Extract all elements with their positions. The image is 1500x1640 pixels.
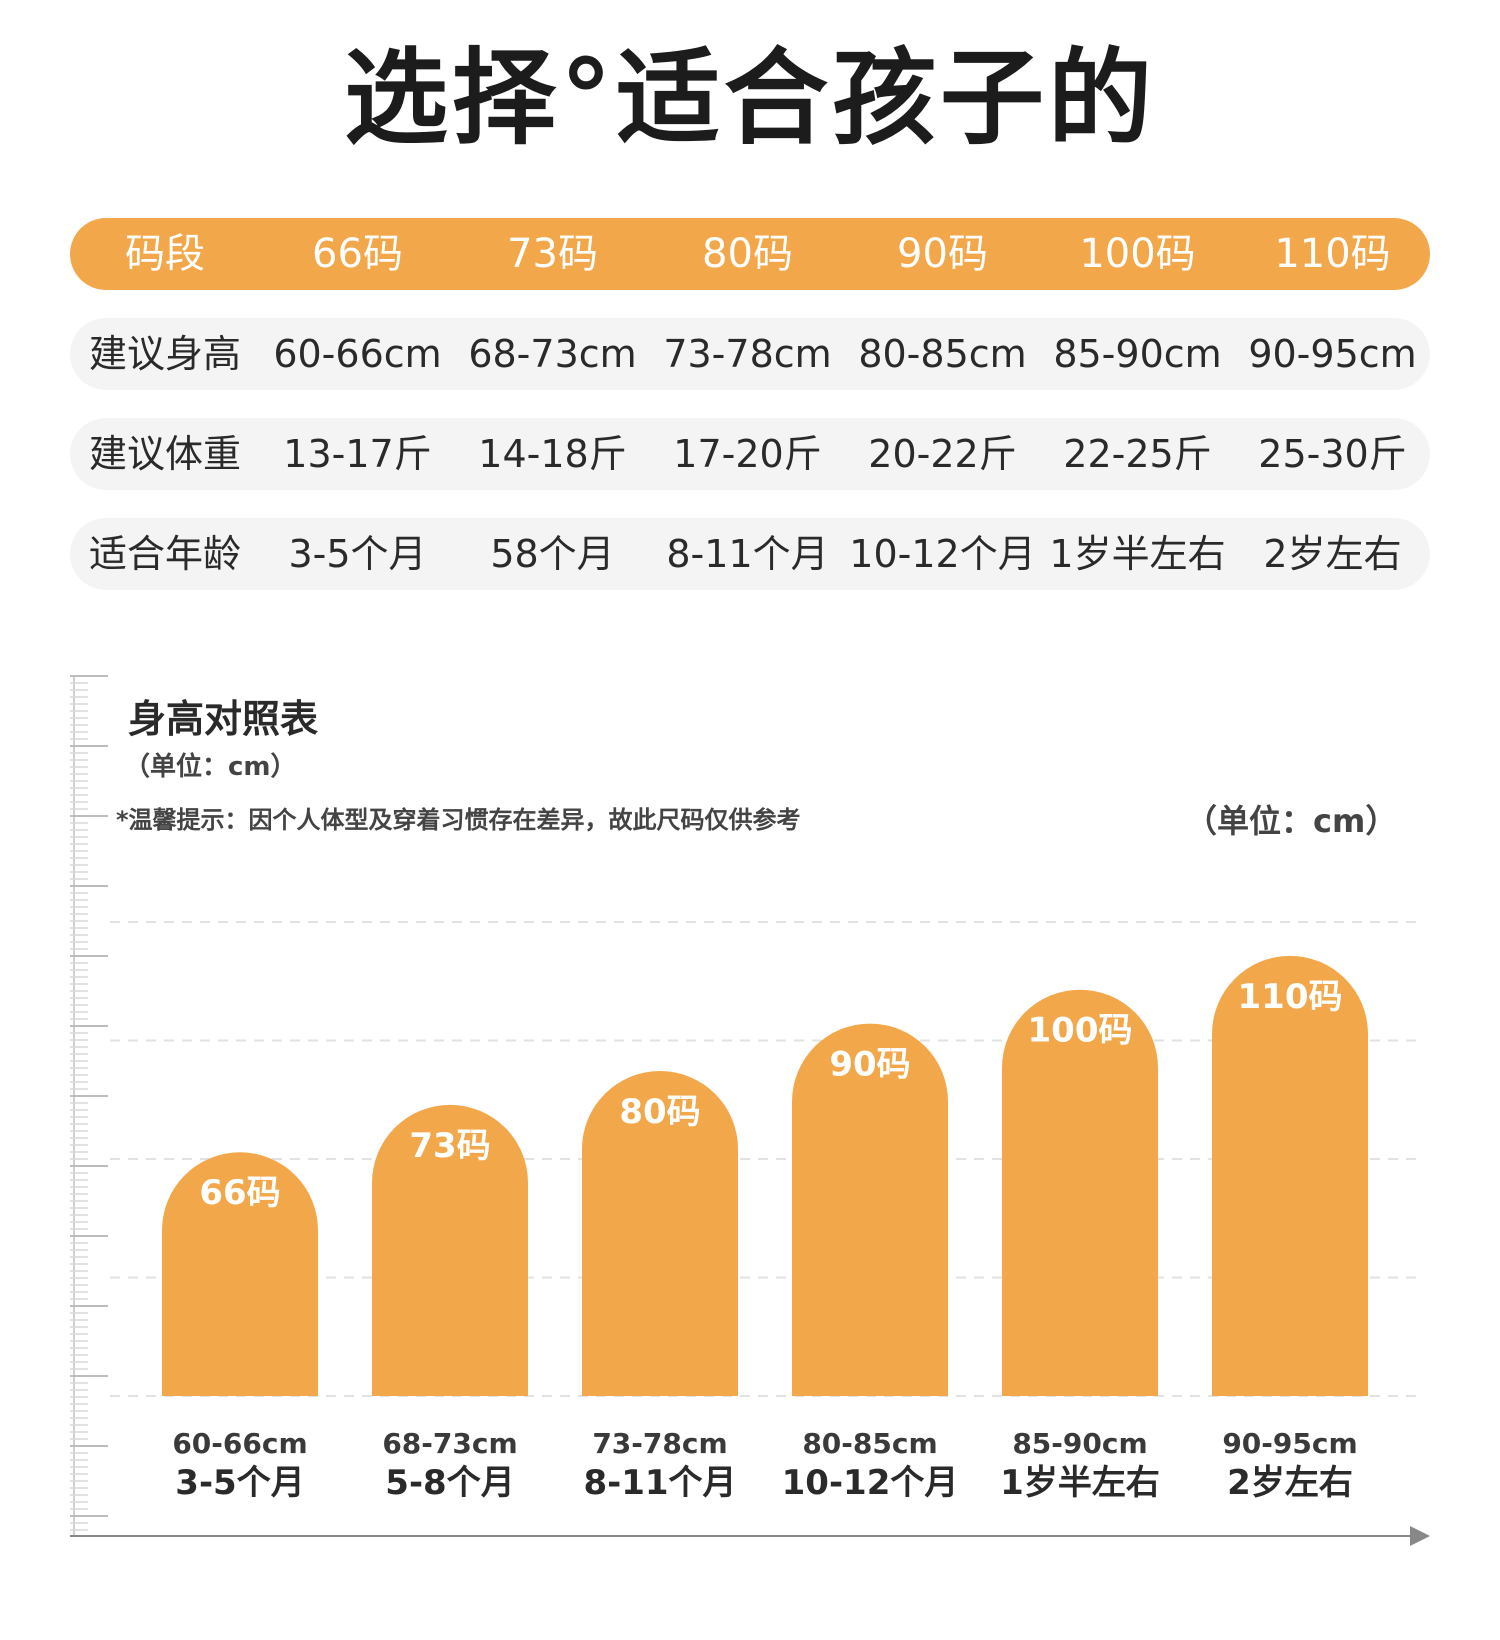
header-cell: 73码 bbox=[507, 231, 598, 277]
chart-note: *温馨提示：因个人体型及穿着习惯存在差异，故此尺码仅供参考 bbox=[116, 806, 801, 834]
header-cell: 码段 bbox=[125, 231, 205, 277]
table-cell: 2岁左右 bbox=[1263, 532, 1402, 576]
x-tick-height-label: 80-85cm bbox=[802, 1427, 937, 1460]
table-cell: 22-25斤 bbox=[1063, 432, 1212, 476]
table-cell: 17-20斤 bbox=[673, 432, 822, 476]
bar bbox=[372, 1104, 528, 1396]
x-tick-height-label: 90-95cm bbox=[1222, 1427, 1357, 1460]
row-age: 适合年龄 3-5个月 58个月 8-11个月 10-12个月 1岁半左右 2岁左… bbox=[70, 518, 1430, 590]
table-cell: 1岁半左右 bbox=[1049, 532, 1226, 576]
page-title: 选择°适合孩子的 bbox=[343, 37, 1156, 159]
x-tick-height-label: 73-78cm bbox=[592, 1427, 727, 1460]
chart-title: 身高对照表 bbox=[128, 697, 319, 741]
table-cell: 85-90cm bbox=[1053, 332, 1222, 376]
bar bbox=[792, 1023, 948, 1396]
header-cell: 110码 bbox=[1274, 231, 1391, 277]
bar-label: 80码 bbox=[619, 1092, 700, 1132]
row-label: 建议体重 bbox=[88, 432, 241, 476]
table-cell: 14-18斤 bbox=[478, 432, 627, 476]
row-weight: 建议体重 13-17斤 14-18斤 17-20斤 20-22斤 22-25斤 … bbox=[70, 418, 1430, 490]
header-cell: 80码 bbox=[702, 231, 793, 277]
table-cell: 20-22斤 bbox=[868, 432, 1017, 476]
size-table-header: 码段 66码 73码 80码 90码 100码 110码 bbox=[70, 218, 1430, 290]
x-tick-age-label: 8-11个月 bbox=[583, 1463, 736, 1503]
bar-label: 110码 bbox=[1238, 977, 1343, 1017]
x-axis-arrow bbox=[1410, 1526, 1430, 1546]
x-tick-height-label: 85-90cm bbox=[1012, 1427, 1147, 1460]
x-tick-age-label: 5-8个月 bbox=[385, 1463, 514, 1503]
x-tick-height-label: 60-66cm bbox=[172, 1427, 307, 1460]
bar bbox=[1002, 989, 1158, 1396]
bar-label: 90码 bbox=[829, 1045, 910, 1085]
table-cell: 25-30斤 bbox=[1258, 432, 1407, 476]
header-cell: 90码 bbox=[897, 231, 988, 277]
x-tick-age-label: 2岁左右 bbox=[1227, 1463, 1353, 1503]
table-cell: 8-11个月 bbox=[666, 532, 829, 576]
table-cell: 3-5个月 bbox=[288, 532, 427, 576]
x-tick-age-label: 10-12个月 bbox=[782, 1463, 959, 1503]
chart-unit: （单位：cm） bbox=[1185, 802, 1398, 840]
bar bbox=[1212, 955, 1368, 1396]
table-cell: 10-12个月 bbox=[849, 532, 1036, 576]
row-height: 建议身高 60-66cm 68-73cm 73-78cm 80-85cm 85-… bbox=[70, 318, 1430, 390]
bar-label: 66码 bbox=[199, 1173, 280, 1213]
x-tick-age-label: 1岁半左右 bbox=[1000, 1463, 1160, 1503]
bar-label: 100码 bbox=[1028, 1011, 1133, 1051]
header-cell: 100码 bbox=[1079, 231, 1196, 277]
table-cell: 58个月 bbox=[490, 532, 615, 576]
x-tick-height-label: 68-73cm bbox=[382, 1427, 517, 1460]
table-cell: 60-66cm bbox=[273, 332, 442, 376]
table-cell: 68-73cm bbox=[468, 332, 637, 376]
row-label: 适合年龄 bbox=[88, 532, 241, 576]
x-tick-age-label: 3-5个月 bbox=[175, 1463, 304, 1503]
table-cell: 90-95cm bbox=[1248, 332, 1417, 376]
row-label: 建议身高 bbox=[88, 332, 241, 376]
bar-label: 73码 bbox=[409, 1126, 490, 1166]
chart-subtitle: （单位：cm） bbox=[124, 752, 297, 782]
bar bbox=[162, 1152, 318, 1396]
header-cell: 66码 bbox=[312, 231, 403, 277]
table-cell: 80-85cm bbox=[858, 332, 1027, 376]
table-cell: 13-17斤 bbox=[283, 432, 432, 476]
table-cell: 73-78cm bbox=[663, 332, 832, 376]
bar bbox=[582, 1071, 738, 1396]
